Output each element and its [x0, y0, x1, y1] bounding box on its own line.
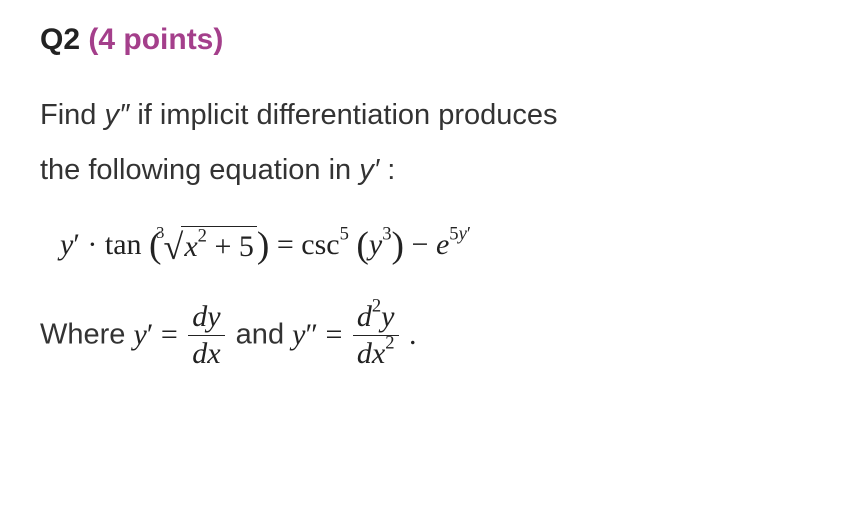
csc-fn: csc — [301, 228, 339, 261]
question-page: Q2 (4 points) Find y″ if implicit differ… — [0, 0, 867, 389]
question-heading: Q2 (4 points) — [40, 22, 827, 58]
equals: = — [318, 318, 350, 351]
var-y: y — [133, 318, 146, 351]
prose-text: the following equation in — [40, 154, 359, 186]
var-x: x — [184, 230, 197, 263]
exp-5yprime: 5y′ — [449, 224, 471, 245]
dx: dx — [357, 337, 385, 370]
denominator: dx2 — [353, 335, 399, 370]
plus-5: + 5 — [207, 230, 254, 263]
y-prime: y′ — [359, 154, 379, 186]
double-prime-mark: ″ — [305, 318, 318, 351]
where-text: Where — [40, 319, 133, 351]
exp-2: 2 — [198, 225, 207, 246]
question-label: Q2 — [40, 23, 80, 56]
radicand: x2 + 5 — [181, 226, 257, 263]
y-double-prime: y″ — [104, 99, 129, 131]
numerator: dy — [188, 301, 224, 335]
d: d — [357, 300, 372, 333]
equals: = — [153, 318, 185, 351]
prose-text: if implicit differentiation produces — [129, 99, 557, 131]
rparen: ) — [392, 225, 405, 266]
exp-y: y — [459, 224, 467, 245]
numerator: d2y — [353, 301, 399, 335]
rparen: ) — [257, 225, 270, 266]
main-equation: y′ · tan ( 3 √x2 + 5 ) = csc5 (y3) − e5y… — [60, 228, 827, 265]
var-y: y — [60, 228, 73, 261]
and-text: and — [228, 319, 293, 351]
exp-2: 2 — [385, 332, 394, 353]
var-y: y — [369, 228, 382, 261]
var-y: y — [381, 300, 394, 333]
fraction-d2y-dx2: d2y dx2 — [353, 301, 399, 369]
lparen: ( — [356, 225, 369, 266]
denominator: dx — [188, 335, 224, 370]
question-points: (4 points) — [88, 23, 223, 56]
question-prose: Find y″ if implicit differentiation prod… — [40, 88, 827, 198]
exp-2: 2 — [372, 296, 381, 317]
var-e: e — [436, 228, 449, 261]
where-line: Where y′ = dy dx and y″ = d2y dx2 . — [40, 301, 827, 369]
prose-text: : — [379, 154, 395, 186]
period: . — [402, 318, 417, 351]
exp-5: 5 — [340, 224, 349, 245]
exp-prime: ′ — [467, 224, 471, 245]
var-y: y — [292, 318, 305, 351]
minus: − — [404, 228, 436, 261]
dot-op: · — [80, 228, 105, 261]
exp-3: 3 — [382, 224, 391, 245]
cube-root: 3 √x2 + 5 — [164, 229, 257, 265]
fraction-dy-dx: dy dx — [188, 301, 224, 369]
equals: = — [269, 228, 301, 261]
prose-text: Find — [40, 99, 104, 131]
exp-5: 5 — [449, 224, 458, 245]
tan-fn: tan — [105, 228, 142, 261]
root-index: 3 — [156, 225, 164, 242]
